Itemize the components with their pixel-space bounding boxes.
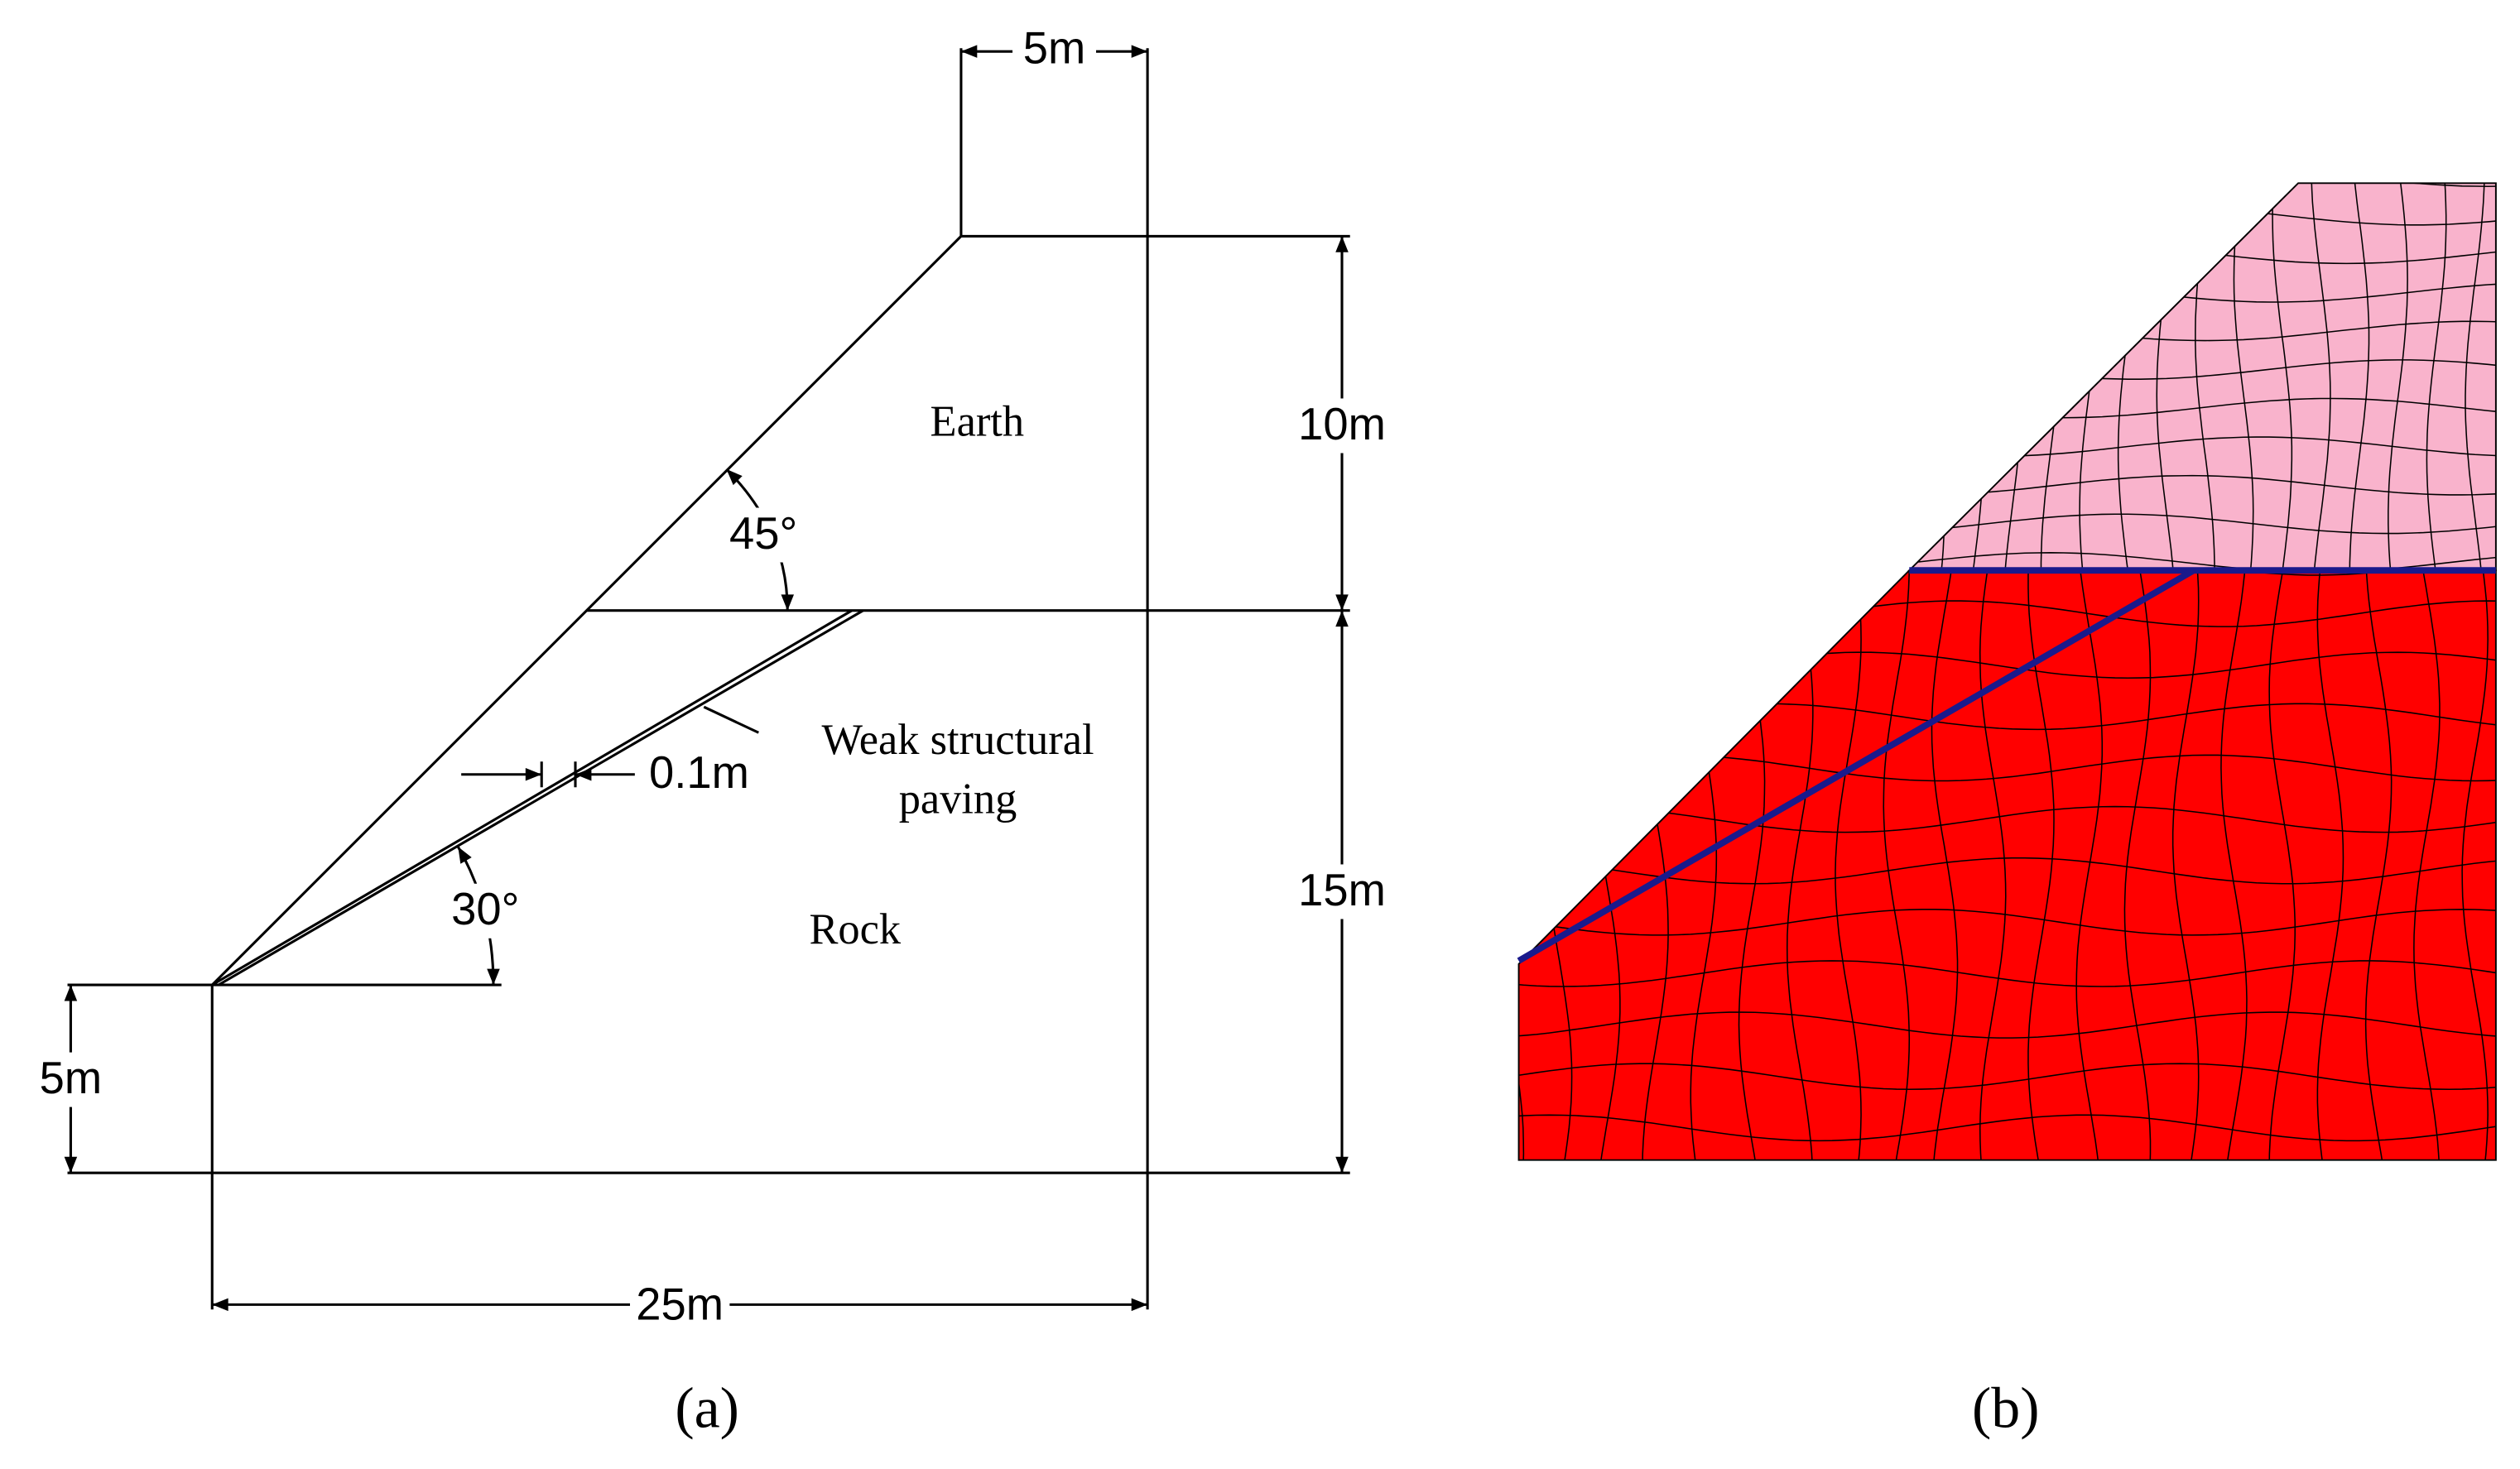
rock-region — [1518, 570, 2496, 1160]
mesh-line — [1518, 909, 2496, 936]
dimension-backgrounds — [28, 28, 1391, 1331]
mesh-line — [2268, 570, 2296, 1160]
outline — [67, 48, 1350, 1310]
mesh-line — [1883, 570, 1911, 1160]
dim-toe: 5m — [40, 1053, 103, 1103]
dim-earth: 10m — [1298, 399, 1386, 449]
mesh-line — [2413, 570, 2441, 1160]
rock-label: Rock — [809, 905, 901, 953]
dimension-lines — [64, 45, 1349, 1312]
caption: (b) — [1972, 1376, 2039, 1440]
mesh-line — [1518, 1114, 2496, 1142]
caption: (a) — [675, 1376, 739, 1440]
mesh-line — [2123, 570, 2152, 1160]
mesh-line — [2220, 570, 2248, 1160]
mesh-line — [2316, 570, 2344, 1160]
mesh-line — [1518, 1063, 2496, 1091]
mesh-line — [2388, 183, 2408, 571]
weak-label: paving — [899, 775, 1017, 823]
mesh-line — [1931, 570, 1959, 1160]
mesh-line — [1909, 513, 2496, 535]
dim-rock: 15m — [1298, 865, 1386, 915]
dim-layer: 0.1m — [649, 747, 749, 798]
mesh-line — [1835, 570, 1862, 1160]
mesh-line — [2171, 570, 2200, 1160]
dim-top: 5m — [1023, 23, 1086, 74]
mesh-line — [2426, 183, 2447, 571]
mesh-line — [1518, 1011, 2496, 1039]
mesh-line — [1518, 570, 2496, 576]
rock-outline — [1517, 569, 2497, 1161]
earth-label: Earth — [931, 398, 1024, 446]
panel-b: (b) — [1517, 177, 2497, 1440]
mesh-line — [2465, 183, 2485, 571]
angle-layer: 30° — [451, 884, 519, 934]
mesh-line — [2075, 570, 2104, 1160]
mesh-line — [1887, 177, 1906, 575]
mesh-line — [1518, 857, 2496, 885]
mesh-line — [2349, 183, 2370, 571]
angle-slope: 45° — [729, 508, 797, 559]
mesh-line — [1909, 474, 2496, 496]
weak-layer — [1517, 567, 2195, 964]
mesh-line — [1924, 183, 1945, 571]
panel-a: 5m 10m 15m 5m 25m 0.1m 45° 30° Earth Roc… — [28, 23, 1391, 1440]
mesh-line — [2311, 183, 2331, 571]
mesh-line — [2364, 570, 2393, 1160]
mesh-line — [1518, 805, 2496, 833]
dim-base: 25m — [636, 1279, 724, 1330]
weak-label: Weak structural — [822, 716, 1094, 764]
mesh-line — [1518, 960, 2496, 987]
mesh-line — [2272, 183, 2293, 571]
